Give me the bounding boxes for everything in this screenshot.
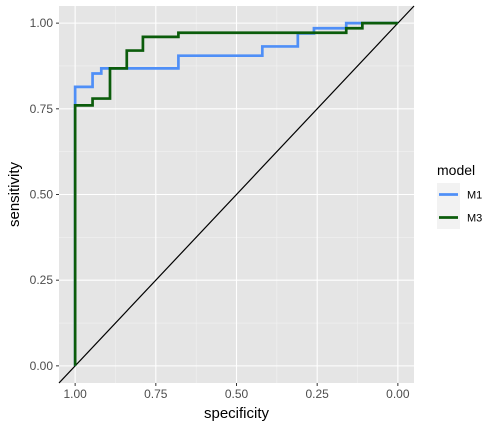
reference-diagonal xyxy=(58,5,415,384)
x-tick-label: 1.00 xyxy=(63,387,87,401)
x-axis-title: specificity xyxy=(204,405,270,422)
x-axis-ticks: 1.00 0.75 0.50 0.25 0.00 xyxy=(63,383,410,401)
legend-label: M3 xyxy=(467,213,482,225)
y-axis-ticks: 0.00 0.25 0.50 0.75 1.00 xyxy=(30,16,59,373)
series-line-m1 xyxy=(73,21,398,366)
legend-label: M1 xyxy=(467,190,482,202)
x-tick-label: 0.00 xyxy=(386,387,410,401)
y-tick-label: 1.00 xyxy=(30,16,54,30)
reference-line xyxy=(58,5,415,384)
x-tick-label: 0.50 xyxy=(225,387,249,401)
legend: model M1 M3 xyxy=(437,162,482,229)
y-tick-label: 0.25 xyxy=(30,273,54,287)
y-tick-label: 0.00 xyxy=(30,359,54,373)
x-tick-label: 0.25 xyxy=(306,387,330,401)
series-lines xyxy=(73,21,398,366)
x-tick-label: 0.75 xyxy=(144,387,168,401)
series-line-m3 xyxy=(73,21,398,366)
y-tick-label: 0.50 xyxy=(30,188,54,202)
y-axis-title: sensitivity xyxy=(6,161,23,227)
legend-title: model xyxy=(437,162,475,178)
legend-entries: M1 M3 xyxy=(437,183,482,229)
y-tick-label: 0.75 xyxy=(30,102,54,116)
